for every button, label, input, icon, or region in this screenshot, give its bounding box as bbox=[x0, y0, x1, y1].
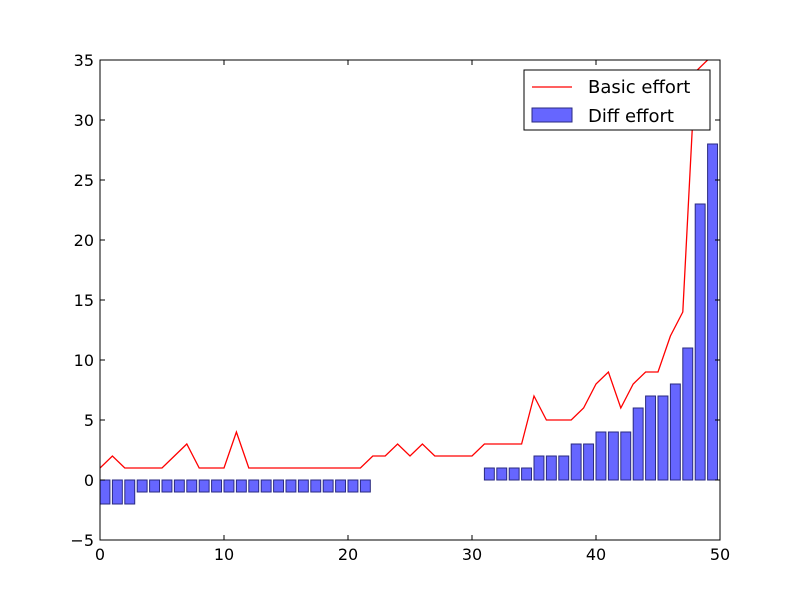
y-tick-label: 5 bbox=[84, 411, 94, 430]
legend-bar-swatch bbox=[531, 107, 573, 123]
diff-effort-bar bbox=[496, 467, 508, 481]
diff-effort-bar bbox=[545, 455, 557, 481]
diff-effort-bar bbox=[682, 347, 694, 481]
y-tick-label: 25 bbox=[74, 171, 94, 190]
diff-effort-bar bbox=[558, 455, 570, 481]
diff-effort-bar bbox=[100, 479, 111, 505]
x-tick-label: 30 bbox=[462, 545, 482, 564]
diff-effort-bar bbox=[570, 443, 582, 481]
diff-effort-bar bbox=[173, 479, 185, 493]
diff-effort-bar bbox=[707, 143, 719, 481]
diff-effort-bar bbox=[260, 479, 272, 493]
diff-effort-bar bbox=[607, 431, 619, 481]
y-tick-label: 20 bbox=[74, 231, 94, 250]
diff-effort-bar bbox=[359, 479, 371, 493]
x-tick-label: 50 bbox=[710, 545, 730, 564]
y-tick-label: 0 bbox=[84, 471, 94, 490]
diff-effort-bar bbox=[310, 479, 322, 493]
x-tick-label: 0 bbox=[95, 545, 105, 564]
legend: Basic effort Diff effort bbox=[523, 69, 711, 131]
diff-effort-bar bbox=[223, 479, 235, 493]
diff-effort-bar bbox=[186, 479, 198, 493]
diff-effort-bar bbox=[161, 479, 173, 493]
diff-effort-bar bbox=[483, 467, 495, 481]
diff-effort-bar bbox=[136, 479, 148, 493]
diff-effort-bar bbox=[347, 479, 359, 493]
y-tick-label: 10 bbox=[74, 351, 94, 370]
y-tick-label: 30 bbox=[74, 111, 94, 130]
diff-effort-bar bbox=[521, 467, 533, 481]
diff-effort-bar bbox=[211, 479, 223, 493]
diff-effort-bar bbox=[297, 479, 309, 493]
y-tick-label: 35 bbox=[74, 51, 94, 70]
diff-effort-bar bbox=[273, 479, 285, 493]
legend-label-basic-effort: Basic effort bbox=[588, 77, 690, 98]
y-tick-label: −5 bbox=[70, 531, 94, 550]
diff-effort-bar bbox=[285, 479, 297, 493]
diff-effort-bar bbox=[632, 407, 644, 481]
diff-effort-bar bbox=[322, 479, 334, 493]
diff-effort-bar bbox=[645, 395, 657, 481]
diff-effort-bar bbox=[124, 479, 136, 505]
diff-effort-bar bbox=[111, 479, 123, 505]
diff-effort-bar bbox=[149, 479, 161, 493]
x-tick-label: 40 bbox=[586, 545, 606, 564]
diff-effort-bar bbox=[694, 203, 706, 481]
diff-effort-bar bbox=[335, 479, 347, 493]
diff-effort-bar bbox=[508, 467, 520, 481]
diff-effort-bar bbox=[669, 383, 681, 481]
diff-effort-bar bbox=[620, 431, 632, 481]
diff-effort-bar bbox=[657, 395, 669, 481]
diff-effort-bar bbox=[235, 479, 247, 493]
diff-effort-bars bbox=[100, 143, 719, 505]
diff-effort-bar bbox=[583, 443, 595, 481]
basic-effort-line-group bbox=[100, 60, 709, 469]
basic-effort-line bbox=[100, 60, 709, 469]
diff-effort-bar bbox=[595, 431, 607, 481]
diff-effort-bar bbox=[198, 479, 210, 493]
diff-effort-bar bbox=[248, 479, 260, 493]
diff-effort-bar bbox=[533, 455, 545, 481]
x-tick-label: 10 bbox=[214, 545, 234, 564]
legend-label-diff-effort: Diff effort bbox=[588, 106, 674, 127]
x-tick-label: 20 bbox=[338, 545, 358, 564]
y-tick-label: 15 bbox=[74, 291, 94, 310]
